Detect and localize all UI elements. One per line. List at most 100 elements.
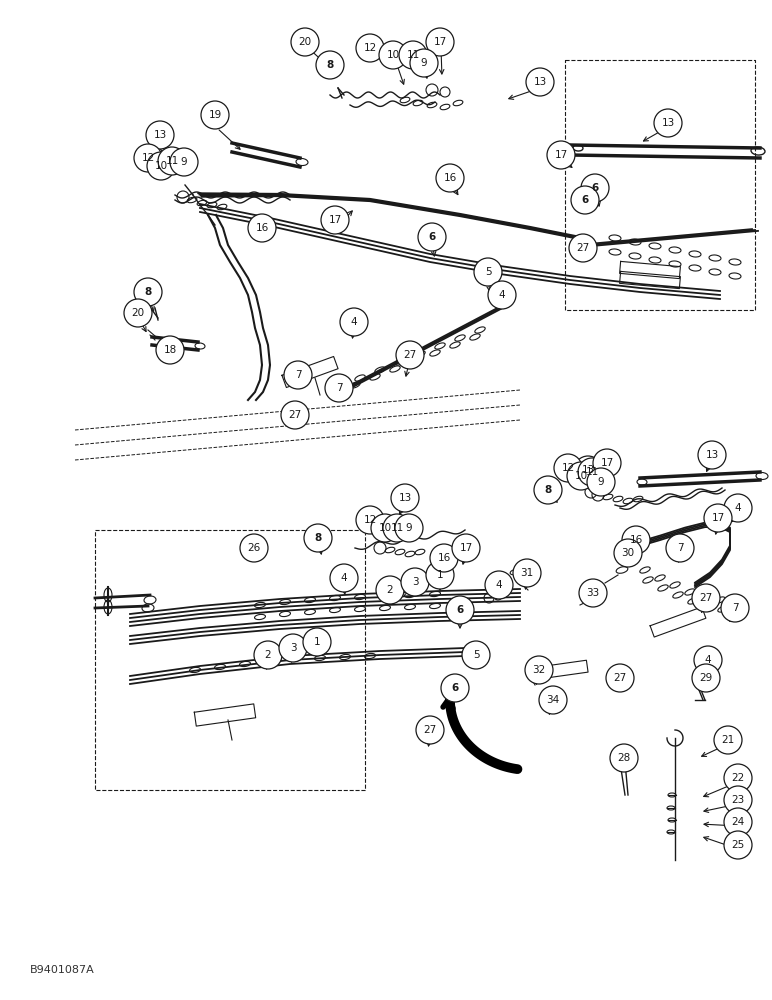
- Text: 9: 9: [181, 157, 188, 167]
- Circle shape: [513, 559, 541, 587]
- Text: 13: 13: [398, 493, 411, 503]
- Circle shape: [698, 441, 726, 469]
- Circle shape: [134, 278, 162, 306]
- Circle shape: [391, 484, 419, 512]
- Circle shape: [436, 164, 464, 192]
- Circle shape: [525, 656, 553, 684]
- Text: 28: 28: [618, 753, 631, 763]
- Text: 26: 26: [247, 543, 261, 553]
- Text: 27: 27: [289, 410, 302, 420]
- Text: 10: 10: [378, 523, 391, 533]
- Text: 13: 13: [533, 77, 547, 87]
- Circle shape: [156, 336, 184, 364]
- Text: 12: 12: [364, 515, 377, 525]
- Text: 13: 13: [662, 118, 675, 128]
- Circle shape: [399, 41, 427, 69]
- Text: 5: 5: [472, 650, 479, 660]
- Circle shape: [587, 468, 615, 496]
- Text: 33: 33: [587, 588, 600, 598]
- Text: 4: 4: [340, 573, 347, 583]
- Text: 20: 20: [299, 37, 312, 47]
- Circle shape: [281, 401, 309, 429]
- Circle shape: [325, 374, 353, 402]
- Text: 11: 11: [406, 50, 420, 60]
- Text: 19: 19: [208, 110, 222, 120]
- Text: 18: 18: [164, 345, 177, 355]
- Circle shape: [356, 34, 384, 62]
- Text: 10: 10: [154, 161, 168, 171]
- Text: 9: 9: [406, 523, 412, 533]
- Circle shape: [569, 234, 597, 262]
- Text: 7: 7: [732, 603, 738, 613]
- Circle shape: [248, 214, 276, 242]
- Circle shape: [579, 579, 607, 607]
- Circle shape: [426, 28, 454, 56]
- Circle shape: [714, 726, 742, 754]
- Text: 4: 4: [499, 290, 506, 300]
- Text: 13: 13: [706, 450, 719, 460]
- Text: 21: 21: [721, 735, 735, 745]
- Circle shape: [526, 68, 554, 96]
- Text: 10: 10: [574, 471, 587, 481]
- Circle shape: [426, 561, 454, 589]
- Circle shape: [410, 49, 438, 77]
- Circle shape: [692, 664, 720, 692]
- Circle shape: [418, 223, 446, 251]
- Circle shape: [134, 144, 162, 172]
- Circle shape: [201, 101, 229, 129]
- Text: 25: 25: [731, 840, 745, 850]
- Text: 32: 32: [533, 665, 546, 675]
- Circle shape: [303, 628, 331, 656]
- Text: 20: 20: [131, 308, 144, 318]
- Text: 13: 13: [581, 465, 594, 475]
- Text: 27: 27: [699, 593, 713, 603]
- Circle shape: [452, 534, 480, 562]
- Circle shape: [593, 449, 621, 477]
- Text: 12: 12: [561, 463, 574, 473]
- Text: 29: 29: [699, 673, 713, 683]
- Text: 27: 27: [423, 725, 437, 735]
- Text: 11: 11: [585, 467, 598, 477]
- Circle shape: [376, 576, 404, 604]
- Text: 8: 8: [327, 60, 334, 70]
- Circle shape: [383, 514, 411, 542]
- Text: 31: 31: [520, 568, 533, 578]
- Circle shape: [606, 664, 634, 692]
- Circle shape: [170, 148, 198, 176]
- Text: 12: 12: [141, 153, 154, 163]
- Circle shape: [158, 147, 186, 175]
- Text: 8: 8: [144, 287, 151, 297]
- Text: B9401087A: B9401087A: [30, 965, 95, 975]
- Text: 6: 6: [428, 232, 435, 242]
- Text: 8: 8: [544, 485, 552, 495]
- Text: 16: 16: [438, 553, 451, 563]
- Circle shape: [574, 456, 602, 484]
- Text: 17: 17: [459, 543, 472, 553]
- Text: 22: 22: [731, 773, 745, 783]
- Text: 27: 27: [404, 350, 417, 360]
- Circle shape: [614, 539, 642, 567]
- Text: 9: 9: [421, 58, 428, 68]
- Circle shape: [534, 476, 562, 504]
- Text: 17: 17: [711, 513, 725, 523]
- Circle shape: [395, 514, 423, 542]
- Text: 23: 23: [731, 795, 745, 805]
- Circle shape: [724, 831, 752, 859]
- Text: 6: 6: [452, 683, 459, 693]
- Text: 1: 1: [313, 637, 320, 647]
- Text: 2: 2: [387, 585, 393, 595]
- Text: 16: 16: [256, 223, 269, 233]
- Circle shape: [446, 596, 474, 624]
- Text: 10: 10: [387, 50, 400, 60]
- Circle shape: [724, 786, 752, 814]
- Circle shape: [340, 308, 368, 336]
- Circle shape: [316, 51, 344, 79]
- Circle shape: [291, 28, 319, 56]
- Text: 3: 3: [411, 577, 418, 587]
- Text: 4: 4: [350, 317, 357, 327]
- Text: 6: 6: [581, 195, 588, 205]
- Circle shape: [462, 641, 490, 669]
- Circle shape: [622, 526, 650, 554]
- Text: 17: 17: [601, 458, 614, 468]
- Circle shape: [356, 506, 384, 534]
